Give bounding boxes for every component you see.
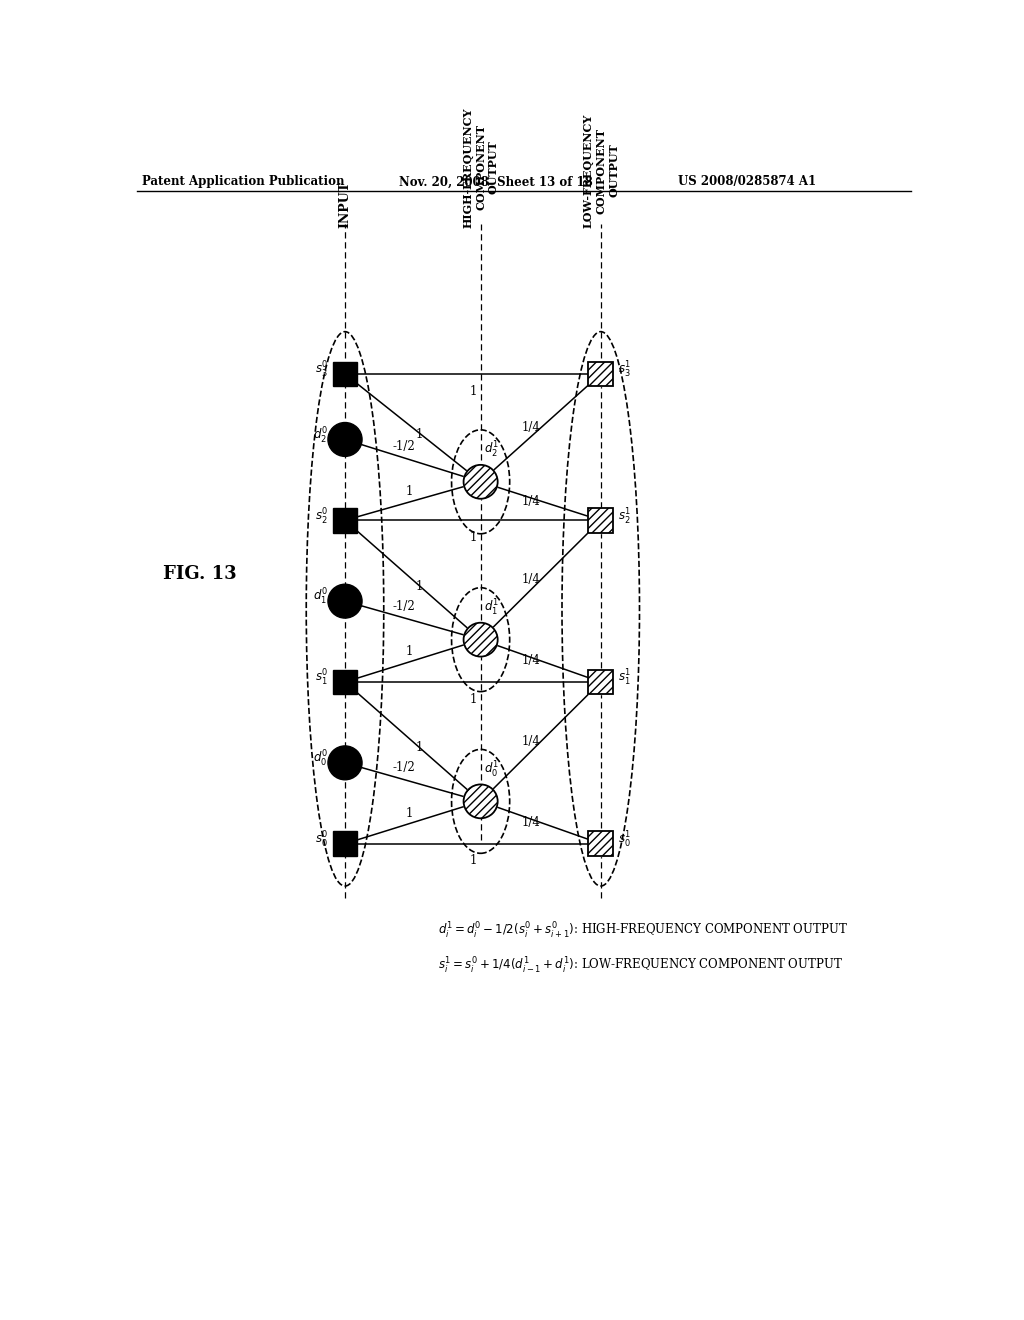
Circle shape — [328, 422, 362, 457]
Bar — [589, 508, 613, 533]
Text: $d_1^0$: $d_1^0$ — [313, 587, 328, 607]
Text: -1/2: -1/2 — [392, 762, 415, 775]
Text: $d_1^1$: $d_1^1$ — [484, 598, 500, 618]
Circle shape — [464, 784, 498, 818]
Circle shape — [464, 784, 498, 818]
Text: 1/4: 1/4 — [522, 655, 541, 668]
Text: 1/4: 1/4 — [522, 573, 541, 586]
Text: 1/4: 1/4 — [522, 495, 541, 508]
Text: 1/4: 1/4 — [522, 421, 541, 434]
Circle shape — [464, 623, 498, 656]
Bar — [333, 362, 357, 387]
Text: 1: 1 — [406, 807, 413, 820]
Circle shape — [464, 623, 498, 656]
Text: LOW-FREQUENCY
COMPONENT
OUTPUT: LOW-FREQUENCY COMPONENT OUTPUT — [583, 114, 620, 227]
Text: $s_2^0$: $s_2^0$ — [314, 507, 328, 527]
Circle shape — [464, 465, 498, 499]
Text: $d_i^1=d_i^0-1/2(s_i^0+s_{i+1}^0)$: HIGH-FREQUENCY COMPONENT OUTPUT: $d_i^1=d_i^0-1/2(s_i^0+s_{i+1}^0)$: HIGH… — [438, 921, 848, 941]
Bar — [333, 832, 357, 857]
Text: INPUT: INPUT — [339, 181, 351, 227]
Text: $s_1^1$: $s_1^1$ — [617, 668, 631, 688]
Bar — [333, 669, 357, 694]
Text: -1/2: -1/2 — [392, 440, 415, 453]
Text: $s_2^1$: $s_2^1$ — [617, 507, 631, 527]
Bar — [589, 508, 613, 533]
Bar — [333, 508, 357, 533]
Text: 1: 1 — [416, 428, 423, 441]
Text: $s_0^0$: $s_0^0$ — [314, 830, 328, 850]
Text: 1: 1 — [416, 742, 423, 754]
Text: 1: 1 — [416, 579, 423, 593]
Text: $s_1^0$: $s_1^0$ — [314, 668, 328, 688]
Text: $s_i^1=s_i^0+1/4(d_{i-1}^1+d_i^1)$: LOW-FREQUENCY COMPONENT OUTPUT: $s_i^1=s_i^0+1/4(d_{i-1}^1+d_i^1)$: LOW-… — [438, 956, 843, 975]
Text: $d_2^1$: $d_2^1$ — [484, 440, 500, 461]
Bar — [589, 832, 613, 857]
Text: $d_2^0$: $d_2^0$ — [313, 425, 328, 446]
Text: 1/4: 1/4 — [522, 816, 541, 829]
Text: 1: 1 — [469, 531, 476, 544]
Text: HIGH-FREQUENCY
COMPONENT
OUTPUT: HIGH-FREQUENCY COMPONENT OUTPUT — [462, 107, 499, 227]
Text: $s_0^1$: $s_0^1$ — [617, 830, 631, 850]
Text: Nov. 20, 2008  Sheet 13 of 18: Nov. 20, 2008 Sheet 13 of 18 — [399, 176, 593, 189]
Text: 1: 1 — [469, 385, 476, 397]
Circle shape — [328, 585, 362, 618]
Text: 1: 1 — [469, 693, 476, 706]
Text: 1: 1 — [406, 645, 413, 659]
Circle shape — [328, 746, 362, 780]
Bar — [589, 669, 613, 694]
Text: 1: 1 — [469, 854, 476, 867]
Text: -1/2: -1/2 — [392, 599, 415, 612]
Text: 1: 1 — [406, 486, 413, 499]
Text: $s_3^1$: $s_3^1$ — [617, 360, 631, 380]
Text: $d_0^1$: $d_0^1$ — [484, 760, 500, 780]
Text: FIG. 13: FIG. 13 — [163, 565, 237, 583]
Text: $s_3^0$: $s_3^0$ — [314, 360, 328, 380]
Text: $d_0^0$: $d_0^0$ — [313, 748, 328, 770]
Text: US 2008/0285874 A1: US 2008/0285874 A1 — [678, 176, 816, 189]
Bar — [589, 832, 613, 857]
Bar — [589, 362, 613, 387]
Bar — [589, 362, 613, 387]
Bar — [589, 669, 613, 694]
Text: Patent Application Publication: Patent Application Publication — [142, 176, 344, 189]
Circle shape — [464, 465, 498, 499]
Text: 1/4: 1/4 — [522, 735, 541, 748]
